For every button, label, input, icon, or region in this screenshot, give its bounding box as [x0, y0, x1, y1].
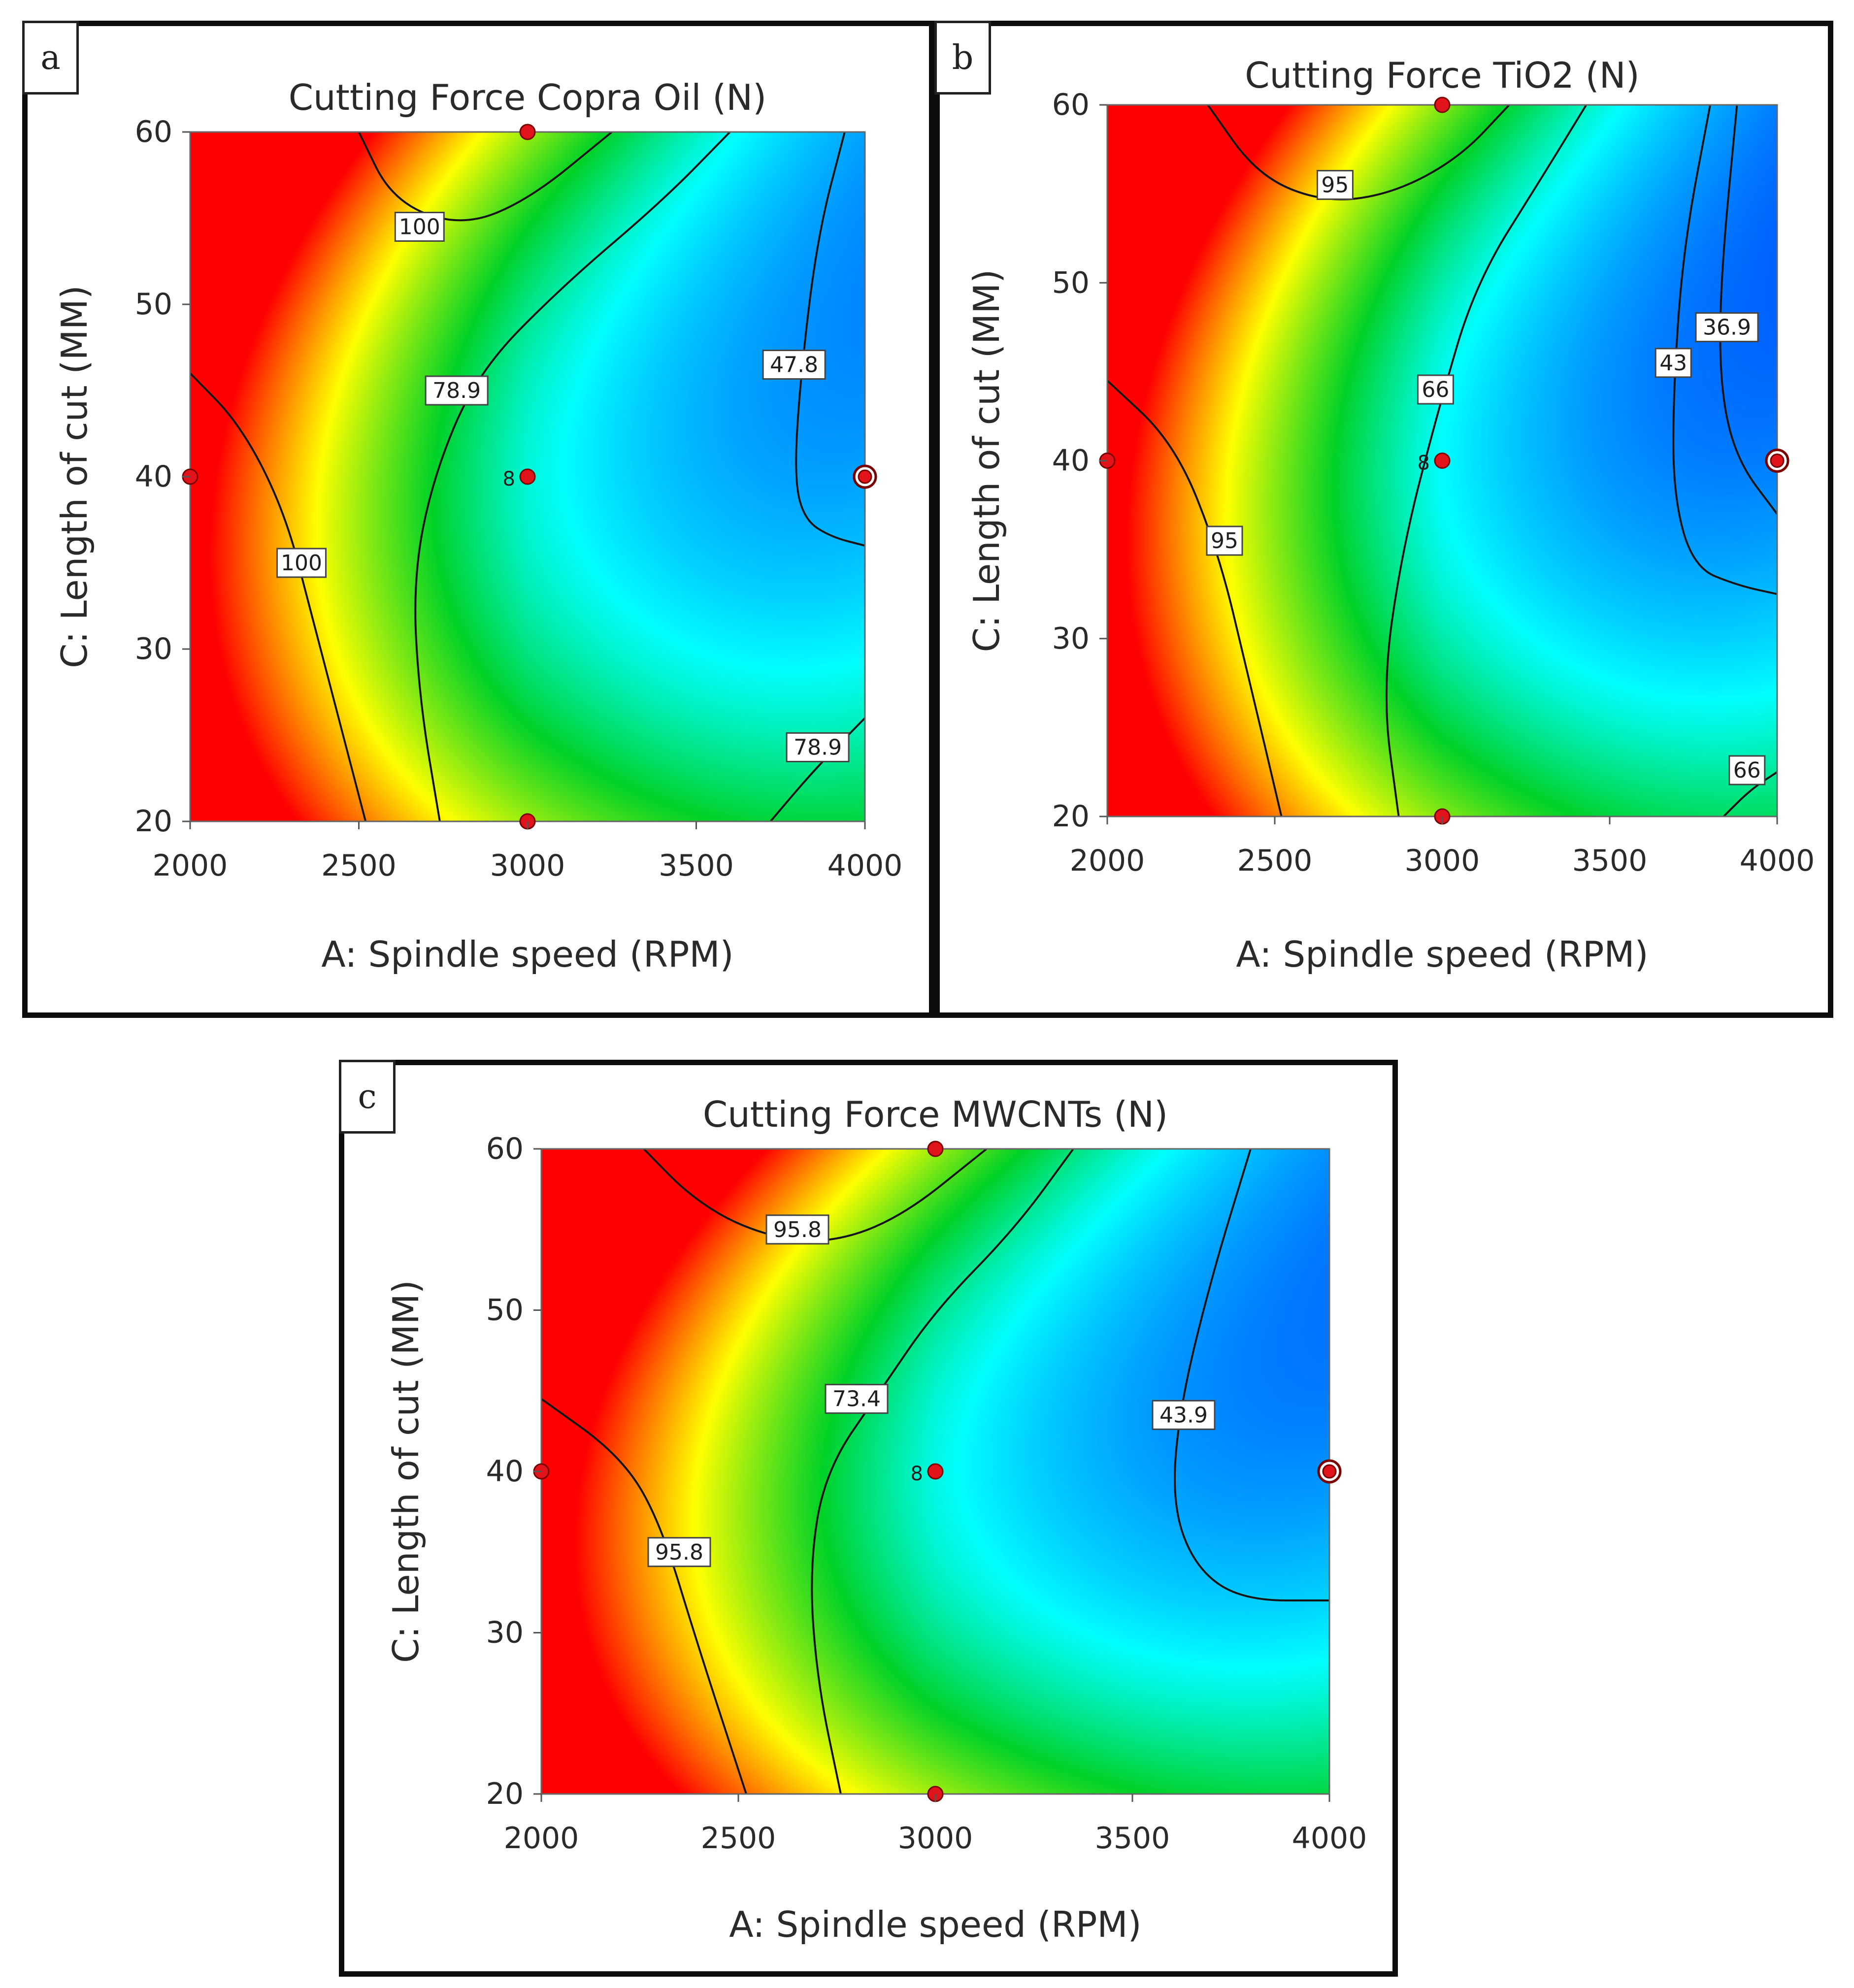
contour-line-43.9: [1174, 1148, 1329, 1601]
design-point: [1317, 1459, 1342, 1484]
svg-text:66: 66: [1422, 377, 1449, 402]
y-tick-label: 40: [1052, 444, 1090, 478]
svg-text:100: 100: [399, 215, 440, 240]
contour-chart-b: 95 95 66 66 43 36.9 8 2000 2500 3000 3500 4000 20 30 4…: [966, 55, 1815, 975]
x-tick-label: 4000: [828, 848, 903, 883]
y-tick-label: 30: [486, 1616, 524, 1650]
design-point-count: 8: [911, 1463, 923, 1485]
svg-text:95: 95: [1321, 173, 1349, 198]
x-tick-label: 2500: [701, 1821, 776, 1856]
x-tick-label: 3000: [490, 848, 565, 883]
design-point: [853, 464, 877, 489]
y-tick-label: 30: [1052, 621, 1090, 656]
svg-text:43.9: 43.9: [1159, 1402, 1208, 1428]
contour-label: 73.4: [825, 1384, 889, 1414]
y-axis-label: C: Length of cut (MM): [385, 1280, 427, 1663]
design-point: 8: [911, 1463, 944, 1485]
x-tick-label: 3500: [659, 848, 734, 883]
y-tick-label: 60: [486, 1132, 524, 1166]
contour-label: 36.9: [1695, 312, 1759, 343]
x-tick-label: 2500: [1237, 844, 1313, 878]
chart-title: Cutting Force Copra Oil (N): [289, 77, 767, 118]
y-tick-label: 60: [1052, 88, 1090, 122]
contour-label: 100: [394, 212, 445, 242]
design-point: 8: [503, 468, 536, 490]
x-tick-label: 2000: [153, 848, 228, 883]
svg-text:95.8: 95.8: [655, 1540, 703, 1565]
svg-text:78.9: 78.9: [794, 735, 842, 760]
y-tick-label: 60: [135, 115, 172, 149]
y-tick-label: 20: [135, 804, 172, 839]
svg-text:43: 43: [1659, 351, 1687, 376]
svg-text:36.9: 36.9: [1703, 315, 1751, 340]
design-point: [927, 1141, 944, 1157]
panel-label-c: c: [339, 1060, 396, 1134]
chart-title: Cutting Force TiO2 (N): [1245, 55, 1639, 96]
y-tick-label: 30: [135, 632, 172, 666]
chart-panel-c: 95.8 95.8 73.4 43.9 8 2000 2500 3000 3500 4000 20 3…: [339, 1060, 1398, 1977]
x-axis-label: A: Spindle speed (RPM): [1236, 934, 1648, 975]
contour-label: 95.8: [647, 1537, 711, 1567]
contour-label: 66: [1728, 755, 1766, 785]
x-tick-label: 4000: [1292, 1821, 1367, 1856]
contour-label: 100: [276, 548, 327, 578]
x-tick-label: 2000: [504, 1821, 579, 1856]
y-tick-label: 40: [486, 1454, 524, 1489]
x-axis-label: A: Spindle speed (RPM): [321, 934, 733, 975]
svg-text:95.8: 95.8: [773, 1217, 822, 1242]
design-point: [1765, 449, 1789, 473]
contour-label: 66: [1417, 374, 1454, 405]
contour-label: 78.9: [786, 732, 850, 762]
svg-text:78.9: 78.9: [432, 378, 481, 403]
contour-line-43: [1672, 104, 1778, 595]
contour-label: 43: [1655, 348, 1692, 378]
design-point-count: 8: [503, 468, 515, 490]
panel-label-b: b: [934, 21, 991, 95]
y-tick-label: 50: [135, 287, 172, 322]
svg-text:100: 100: [281, 551, 322, 576]
x-tick-label: 3000: [898, 1821, 973, 1856]
y-tick-label: 20: [1052, 799, 1090, 834]
contour-label: 47.8: [762, 350, 826, 380]
contour-chart-a: 100 100 78.9 78.9 47.8 8 2000 2500 3000 3500 4000 2…: [54, 77, 903, 975]
contour-label: 95: [1206, 525, 1243, 556]
contour-line-95: [1106, 380, 1283, 817]
svg-text:73.4: 73.4: [832, 1387, 881, 1412]
y-axis-label: C: Length of cut (MM): [966, 269, 1007, 652]
design-point: [519, 124, 536, 140]
contour-line-47.8: [795, 131, 865, 547]
y-tick-label: 40: [135, 459, 172, 494]
contour-label: 43.9: [1152, 1400, 1216, 1430]
design-point: [1434, 97, 1451, 113]
chart-panel-b: 95 95 66 66 43 36.9 8 2000 2500 3000 3500 4000 20 30 4…: [934, 21, 1833, 1018]
contour-label: 95.8: [765, 1214, 829, 1245]
design-point-count: 8: [1418, 452, 1430, 475]
svg-text:47.8: 47.8: [770, 353, 818, 378]
x-tick-label: 3500: [1572, 844, 1648, 878]
contour-chart-c: 95.8 95.8 73.4 43.9 8 2000 2500 3000 3500 4000 20 3…: [385, 1094, 1367, 1945]
contour-label: 95: [1316, 170, 1354, 200]
contour-label: 78.9: [425, 375, 489, 406]
panel-label-a: a: [22, 21, 79, 95]
contour-line-95.8: [540, 1398, 747, 1794]
svg-text:95: 95: [1211, 528, 1238, 554]
x-tick-label: 2500: [321, 848, 397, 883]
x-axis-label: A: Spindle speed (RPM): [729, 1904, 1141, 1945]
svg-text:66: 66: [1733, 758, 1761, 783]
x-tick-label: 4000: [1740, 844, 1815, 878]
chart-panel-a: 100 100 78.9 78.9 47.8 8 2000 2500 3000 3500 4000 2…: [22, 21, 934, 1018]
y-tick-label: 20: [486, 1777, 524, 1811]
y-axis-label: C: Length of cut (MM): [54, 285, 95, 668]
contour-line-100: [189, 372, 367, 822]
x-tick-label: 3500: [1095, 1821, 1170, 1856]
x-tick-label: 3000: [1405, 844, 1480, 878]
x-tick-label: 2000: [1070, 844, 1145, 878]
design-point: 8: [1418, 452, 1451, 475]
y-tick-label: 50: [1052, 265, 1090, 300]
y-tick-label: 50: [486, 1293, 524, 1328]
chart-title: Cutting Force MWCNTs (N): [703, 1094, 1168, 1135]
